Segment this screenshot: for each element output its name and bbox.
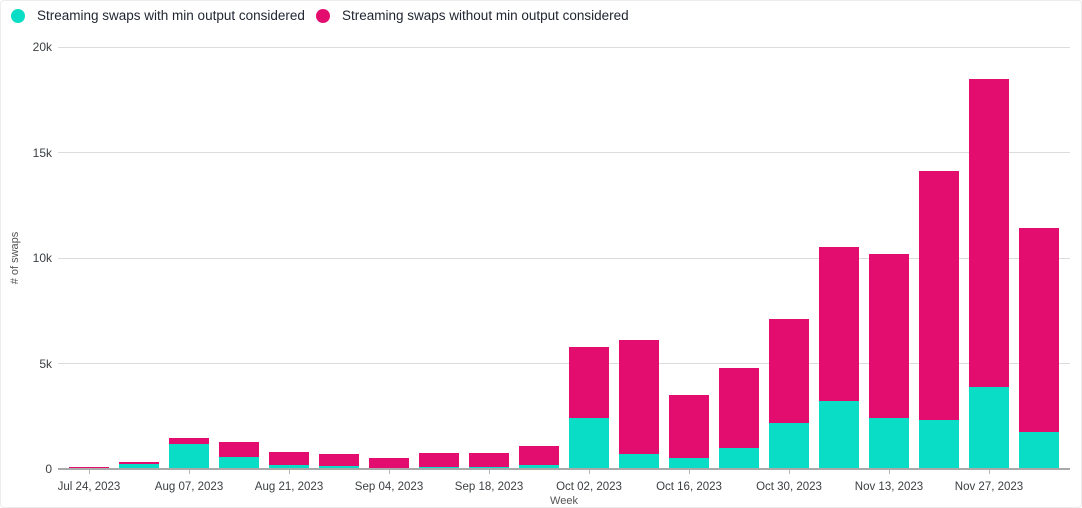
bar-segment-without-min[interactable] [269, 452, 309, 465]
bar-segment-with-min[interactable] [619, 454, 659, 469]
x-tick-mark [789, 469, 790, 474]
bar-segment-with-min[interactable] [669, 458, 709, 469]
bar-segment-with-min[interactable] [269, 464, 309, 469]
gridline [58, 46, 1070, 48]
chart-legend: Streaming swaps with min output consider… [1, 1, 1081, 31]
y-tick-label: 20k [32, 40, 52, 54]
bar-segment-without-min[interactable] [769, 319, 809, 423]
bar-segment-without-min[interactable] [419, 453, 459, 467]
bar-segment-with-min[interactable] [569, 418, 609, 469]
bar-segment-without-min[interactable] [1019, 228, 1059, 433]
x-tick-mark [189, 469, 190, 474]
legend-label-with-min: Streaming swaps with min output consider… [37, 8, 305, 23]
legend-label-without-min: Streaming swaps without min output consi… [342, 8, 629, 23]
x-tick-mark [689, 469, 690, 474]
legend-swatch-without-min-icon [316, 8, 330, 23]
y-axis-title: # of swaps [9, 231, 21, 285]
y-tick-label: 15k [32, 145, 52, 160]
bar-segment-with-min[interactable] [169, 443, 209, 469]
bar-segment-with-min[interactable] [419, 466, 459, 469]
x-tick-label: Nov 13, 2023 [854, 481, 924, 493]
x-tick-mark [89, 469, 90, 474]
bar-segment-without-min[interactable] [969, 78, 1009, 387]
bar-segment-without-min[interactable] [369, 458, 409, 468]
legend-item-without-min[interactable]: Streaming swaps without min output consi… [316, 8, 629, 23]
gridline [58, 257, 1070, 259]
x-axis-title: Week [550, 495, 578, 507]
x-tick-label: Nov 27, 2023 [954, 481, 1024, 493]
bar-segment-with-min[interactable] [919, 420, 959, 469]
bar-segment-without-min[interactable] [519, 445, 559, 465]
x-tick-mark [289, 469, 290, 474]
bar-segment-without-min[interactable] [719, 367, 759, 448]
bar-segment-with-min[interactable] [719, 447, 759, 469]
bar-segment-without-min[interactable] [669, 395, 709, 459]
bar-segment-without-min[interactable] [619, 340, 659, 455]
bar-segment-without-min[interactable] [219, 441, 259, 458]
y-tick-label: 0 [45, 462, 52, 476]
bar-segment-with-min[interactable] [869, 418, 909, 469]
bar-segment-with-min[interactable] [819, 401, 859, 469]
bar-segment-with-min[interactable] [769, 422, 809, 469]
bar-segment-with-min[interactable] [219, 457, 259, 469]
bar-segment-with-min[interactable] [319, 465, 359, 469]
legend-swatch-with-min-icon [11, 8, 25, 23]
y-tick-label: 5k [39, 356, 52, 371]
x-tick-label: Oct 30, 2023 [756, 481, 822, 493]
bar-segment-without-min[interactable] [919, 171, 959, 421]
x-tick-mark [889, 469, 890, 474]
x-tick-label: Sep 04, 2023 [354, 481, 424, 493]
x-tick-label: Jul 24, 2023 [57, 481, 121, 493]
bar-segment-without-min[interactable] [169, 438, 209, 444]
x-tick-mark [389, 469, 390, 474]
bar-segment-with-min[interactable] [119, 463, 159, 469]
gridline [58, 363, 1070, 364]
y-tick-label: 10k [32, 251, 52, 265]
bar-segment-without-min[interactable] [69, 466, 109, 468]
x-axis-line [58, 468, 1070, 470]
x-tick-label: Oct 02, 2023 [556, 481, 622, 493]
bar-segment-with-min[interactable] [1019, 432, 1059, 469]
x-tick-mark [489, 469, 490, 474]
bar-segment-without-min[interactable] [119, 461, 159, 464]
x-tick-mark [989, 469, 990, 474]
bar-segment-with-min[interactable] [519, 464, 559, 469]
bar-segment-without-min[interactable] [819, 247, 859, 402]
x-tick-label: Sep 18, 2023 [454, 481, 524, 493]
bar-segment-with-min[interactable] [469, 466, 509, 469]
bar-segment-without-min[interactable] [869, 253, 909, 419]
legend-item-with-min[interactable]: Streaming swaps with min output consider… [11, 8, 305, 23]
bar-segment-without-min[interactable] [469, 453, 509, 467]
bar-segment-without-min[interactable] [319, 454, 359, 466]
x-tick-label: Oct 16, 2023 [656, 481, 722, 493]
x-tick-label: Aug 21, 2023 [254, 481, 324, 493]
bar-segment-without-min[interactable] [569, 346, 609, 419]
bar-segment-with-min[interactable] [969, 386, 1009, 469]
x-tick-label: Aug 07, 2023 [154, 481, 224, 493]
x-tick-mark [589, 469, 590, 474]
gridline [58, 152, 1070, 153]
